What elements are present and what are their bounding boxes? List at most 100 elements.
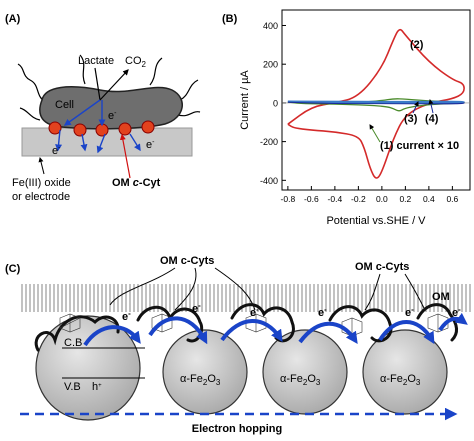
flagellum — [79, 54, 86, 85]
cytochrome-dot — [95, 123, 109, 137]
plot-frame — [281, 9, 471, 191]
cytochrome-dot — [118, 122, 132, 136]
flagellum — [149, 57, 163, 86]
cytochrome-dot — [141, 120, 155, 134]
series-line-4 — [287, 100, 465, 104]
panel-a: (A) Cell Lactate CO2 e- e- e- — [5, 13, 201, 203]
y-tick-label: 400 — [263, 21, 278, 31]
cytochrome-dot — [73, 123, 87, 137]
substrate-label-line2: or electrode — [12, 191, 70, 203]
y-axis-label: Current / µA — [239, 70, 251, 130]
series-1-pointer — [369, 124, 381, 143]
hopping-arrow — [438, 312, 468, 332]
x-tick-label: 0.4 — [423, 194, 435, 204]
hopping-arrow — [148, 316, 208, 345]
x-ticks: -0.8 -0.6 -0.4 -0.2 0.0 0.2 0.4 0.6 — [281, 186, 459, 204]
substrate-label-line1: Fe(III) oxide — [12, 177, 71, 189]
om-ccyt-label: OM c-Cyt — [112, 177, 161, 189]
electron-label: e- — [122, 309, 131, 323]
hopping-arrow — [378, 320, 435, 345]
series-label-2: (2) — [410, 39, 424, 51]
y-tick-label: 200 — [263, 60, 278, 70]
cytochrome-chain — [416, 303, 458, 342]
panel-a-label: (A) — [5, 13, 21, 25]
outer-membrane-hatch — [21, 284, 471, 312]
om-pointer — [214, 267, 256, 311]
heme-meshes — [59, 313, 449, 337]
series-label-4: (4) — [425, 113, 439, 125]
om-pointer — [109, 267, 176, 306]
series-3-pointer — [412, 101, 419, 114]
cell-label: Cell — [55, 99, 74, 111]
electron-label: e- — [146, 139, 155, 151]
heme-mesh — [427, 313, 449, 333]
electron-arrow — [96, 133, 106, 154]
hematite-sphere — [362, 329, 448, 415]
cytochrome-chain — [34, 315, 120, 352]
x-tick-label: 0.6 — [446, 194, 458, 204]
cytochrome-chain — [230, 303, 295, 343]
panel-b-label: (B) — [222, 13, 238, 25]
electron-hopping-label: Electron hopping — [192, 423, 282, 435]
x-tick-label: -0.4 — [328, 194, 343, 204]
electron-label: e- — [192, 301, 201, 315]
y-tick-label: -400 — [260, 176, 278, 186]
hematite-label: α-Fe2O3 — [380, 373, 421, 387]
x-tick-label: 0.2 — [399, 194, 411, 204]
electron-label: e- — [405, 305, 414, 319]
panel-b: (B) -400 -200 0 200 400 -0.8 -0.6 -0.4 -0.2 0.0 0… — [222, 9, 471, 227]
x-tick-label: -0.6 — [304, 194, 319, 204]
hematite-label: α-Fe2O3 — [180, 373, 221, 387]
series-layer — [287, 28, 465, 179]
hopping-arrows — [83, 312, 468, 347]
lactate-label: Lactate — [78, 55, 114, 67]
x-tick-label: 0.0 — [376, 194, 388, 204]
om-pointer — [174, 267, 197, 311]
hematite-sphere — [262, 329, 348, 415]
electron-arrow — [55, 129, 63, 152]
series-line-1 — [287, 28, 465, 179]
hopping-arrow — [220, 319, 283, 343]
y-tick-label: -200 — [260, 137, 278, 147]
flagellum — [19, 107, 41, 121]
electron-label: e- — [108, 110, 117, 122]
x-tick-label: -0.2 — [351, 194, 366, 204]
panel-c: (C) OM c-Cyts OM c-Cyts OM C.B V.B h+ α-… — [5, 255, 471, 435]
om-ccyts-label-right: OM c-Cyts — [355, 261, 409, 273]
flagellum — [179, 79, 199, 101]
series-4-pointer — [428, 99, 434, 114]
hematite-sphere — [162, 329, 248, 415]
electron-arrow — [63, 99, 101, 126]
electron-arrow — [129, 133, 141, 152]
om-pointer — [404, 273, 426, 311]
vb-label: V.B — [64, 381, 81, 393]
co2-label: CO2 — [125, 55, 147, 69]
om-pointer — [364, 273, 381, 311]
substrate-pointer — [38, 157, 45, 175]
flagellum — [177, 111, 201, 117]
om-ccyts-label-left: OM c-Cyts — [160, 255, 214, 267]
x-tick-label: -0.8 — [281, 194, 296, 204]
hole-label: h+ — [92, 381, 102, 393]
hopping-arrow — [83, 325, 141, 347]
flagellum — [17, 63, 46, 103]
electron-label: e- — [250, 305, 259, 319]
electron-label: e- — [318, 305, 327, 319]
electron-label: e- — [52, 145, 61, 157]
electron-arrow — [80, 133, 88, 152]
panel-c-label: (C) — [5, 263, 21, 275]
om-label: OM — [432, 291, 450, 303]
hopping-arrow — [298, 321, 358, 344]
series-label-1: (1) current × 10 — [380, 140, 459, 152]
x-axis-label: Potential vs.SHE / V — [326, 215, 426, 227]
cb-label: C.B — [64, 337, 82, 349]
cytochrome-dot — [48, 121, 62, 135]
hematite-label: α-Fe2O3 — [280, 373, 321, 387]
hematite-sphere — [35, 315, 141, 421]
heme-mesh — [59, 313, 81, 333]
cytochrome-chain — [328, 305, 393, 343]
electron-label: e- — [452, 305, 461, 319]
y-tick-label: 0 — [273, 98, 278, 108]
